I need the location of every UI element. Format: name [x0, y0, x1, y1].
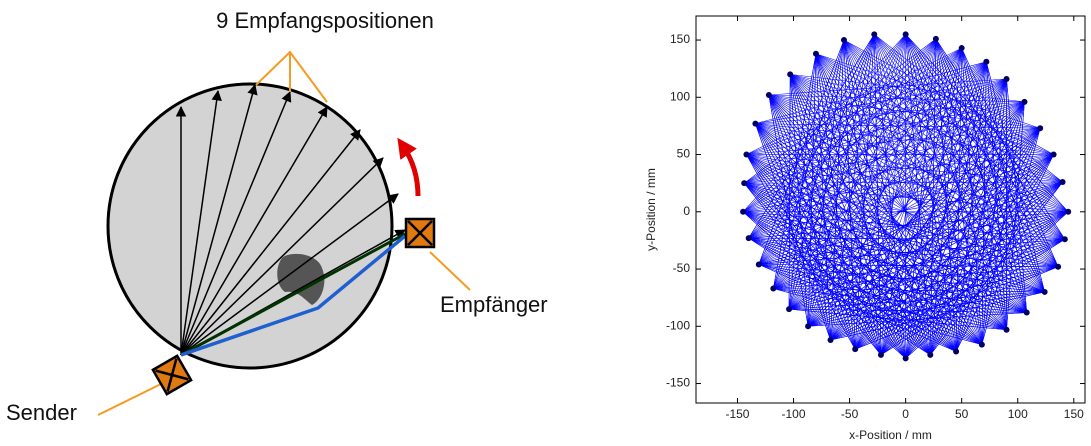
x-tick-label: -150 — [725, 407, 749, 421]
transducer-point — [740, 209, 746, 215]
diagram: 9 Empfangspositionen Empfänger Sender — [6, 8, 548, 425]
transducer-point — [741, 180, 747, 186]
chart: -150 -100 -50 0 50 100 150 -150 -100 -50 0 50 100 150… — [644, 16, 1085, 442]
transducer-point — [1060, 179, 1066, 185]
transducer-point — [786, 306, 792, 312]
receiver-label: Empfänger — [440, 292, 548, 317]
page: {"diagram": {"title": "9 Empfangspositio… — [0, 0, 1091, 446]
object-circle — [108, 84, 392, 368]
transducer-point — [841, 37, 847, 43]
y-tick-label: 0 — [683, 204, 690, 218]
transducer-point — [743, 152, 749, 158]
y-tick-label: 100 — [670, 89, 690, 103]
transducer-point — [1062, 236, 1068, 242]
transducer-point — [903, 31, 909, 37]
transducer-point — [746, 235, 752, 241]
x-tick-label: 50 — [955, 407, 969, 421]
receiver-box — [406, 219, 434, 247]
transducer-point — [1004, 76, 1010, 82]
y-tick-label: 50 — [677, 147, 691, 161]
transducer-point — [805, 323, 811, 329]
transducer-point — [770, 286, 776, 292]
transducer-point — [752, 121, 758, 127]
figure: 9 Empfangspositionen Empfänger Sender -1… — [0, 0, 1091, 446]
transducer-point — [933, 36, 939, 42]
x-axis-label: x-Position / mm — [849, 428, 932, 442]
transducer-point — [1021, 99, 1027, 105]
x-tick-label: -100 — [782, 407, 806, 421]
x-tick-label: -50 — [841, 407, 859, 421]
diagram-title: 9 Empfangspositionen — [216, 8, 434, 33]
sender-box — [153, 356, 191, 394]
x-tick-label: 100 — [1008, 407, 1028, 421]
transducer-point — [1055, 264, 1061, 270]
transducer-point — [979, 342, 985, 348]
y-tick-label: -150 — [666, 376, 690, 390]
transducer-point — [953, 348, 959, 354]
x-tick-label: 150 — [1064, 407, 1084, 421]
transducer-point — [1004, 327, 1010, 333]
transducer-point — [878, 352, 884, 358]
transducer-point — [766, 92, 772, 98]
transducer-point — [1051, 152, 1057, 158]
y-tick-label: 150 — [670, 32, 690, 46]
y-tick-label: -100 — [666, 318, 690, 332]
transducer-point — [983, 59, 989, 65]
transducer-point — [1037, 125, 1043, 131]
transducer-point — [756, 261, 762, 267]
x-tick-label: 0 — [902, 407, 909, 421]
transducer-point — [927, 352, 933, 358]
y-axis-label: y-Position / mm — [644, 168, 658, 251]
rotation-arrow — [403, 146, 418, 196]
transducer-point — [903, 355, 909, 361]
transducer-point — [1065, 209, 1071, 215]
transducer-point — [828, 337, 834, 343]
y-tick-label: -50 — [673, 261, 691, 275]
transducer-point — [871, 31, 877, 37]
transducer-point — [852, 346, 858, 352]
transducer-point — [959, 45, 965, 51]
transducer-point — [787, 71, 793, 77]
transducer-point — [1024, 310, 1030, 316]
sender-label: Sender — [6, 400, 77, 425]
transducer-point — [813, 51, 819, 57]
transducer-point — [1042, 289, 1048, 295]
